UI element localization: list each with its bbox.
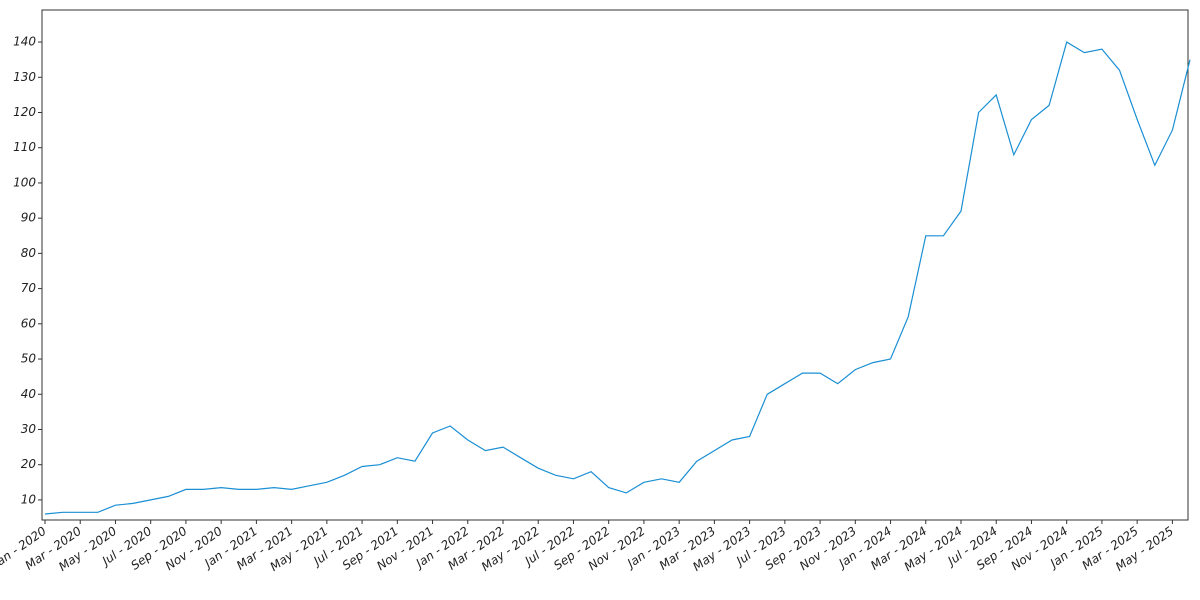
y-tick-label: 120	[13, 105, 36, 119]
y-tick-label: 60	[21, 316, 37, 330]
y-tick-label: 100	[13, 175, 36, 189]
y-tick-label: 10	[21, 492, 37, 506]
y-tick-label: 140	[13, 35, 36, 49]
y-tick-label: 20	[21, 457, 37, 471]
y-tick-label: 50	[21, 352, 37, 366]
price-line	[44, 41, 1191, 515]
y-tick-label: 70	[21, 281, 37, 295]
y-tick-label: 40	[21, 387, 37, 401]
y-tick-label: 90	[21, 211, 37, 225]
y-tick-label: 130	[13, 70, 36, 84]
y-tick-label: 110	[13, 140, 36, 154]
y-tick-label: 80	[21, 246, 37, 260]
plot-frame	[41, 9, 1189, 521]
y-tick-label: 30	[21, 422, 37, 436]
